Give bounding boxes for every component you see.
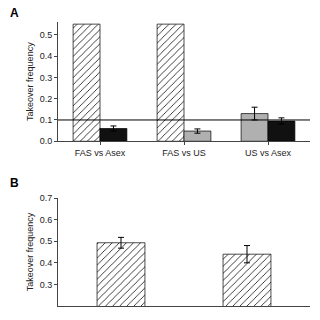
svg-text:US vs Asex: US vs Asex xyxy=(245,148,292,158)
svg-text:0.1: 0.1 xyxy=(40,115,53,125)
svg-text:FAS vs US: FAS vs US xyxy=(162,148,206,158)
svg-text:0.3: 0.3 xyxy=(40,280,53,290)
svg-text:Takeover frequency: Takeover frequency xyxy=(25,42,35,121)
svg-text:0.2: 0.2 xyxy=(40,94,53,104)
svg-text:0.4: 0.4 xyxy=(40,258,53,268)
svg-text:0.6: 0.6 xyxy=(40,215,53,225)
svg-text:0.3: 0.3 xyxy=(40,73,53,83)
svg-text:0.7: 0.7 xyxy=(40,193,53,203)
svg-text:0.5: 0.5 xyxy=(40,236,53,246)
svg-text:0.4: 0.4 xyxy=(40,51,53,61)
svg-text:A: A xyxy=(10,6,19,20)
svg-text:0.0: 0.0 xyxy=(40,136,53,146)
svg-text:FAS vs Asex: FAS vs Asex xyxy=(75,148,126,158)
svg-text:Takeover frequency: Takeover frequency xyxy=(25,212,35,291)
svg-text:B: B xyxy=(10,176,19,190)
svg-text:0.5: 0.5 xyxy=(40,30,53,40)
